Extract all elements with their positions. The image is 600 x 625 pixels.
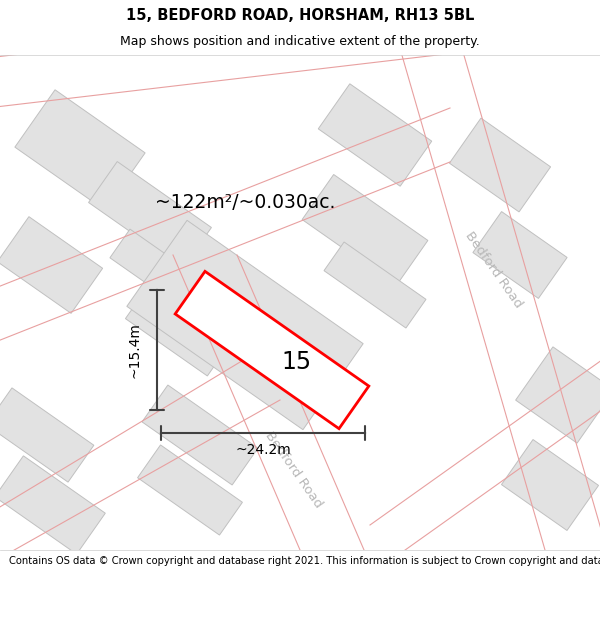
Polygon shape — [449, 118, 551, 212]
Text: Bedford Road: Bedford Road — [463, 229, 525, 311]
Polygon shape — [356, 344, 600, 571]
Polygon shape — [0, 354, 273, 571]
Polygon shape — [89, 161, 211, 269]
Text: Map shows position and indicative extent of the property.: Map shows position and indicative extent… — [120, 35, 480, 48]
Polygon shape — [318, 84, 432, 186]
Polygon shape — [324, 242, 426, 328]
Polygon shape — [125, 294, 224, 376]
Polygon shape — [0, 0, 483, 112]
Polygon shape — [110, 229, 220, 321]
Text: Contains OS data © Crown copyright and database right 2021. This information is : Contains OS data © Crown copyright and d… — [9, 556, 600, 566]
Text: 15, BEDFORD ROAD, HORSHAM, RH13 5BL: 15, BEDFORD ROAD, HORSHAM, RH13 5BL — [126, 8, 474, 23]
Polygon shape — [302, 174, 428, 286]
Polygon shape — [397, 36, 600, 559]
Polygon shape — [175, 271, 369, 429]
Text: ~15.4m: ~15.4m — [128, 322, 142, 378]
Text: ~122m²/~0.030ac.: ~122m²/~0.030ac. — [155, 194, 335, 213]
Polygon shape — [515, 347, 600, 443]
Text: 15: 15 — [282, 350, 312, 374]
Polygon shape — [502, 439, 599, 531]
Polygon shape — [142, 385, 258, 485]
Polygon shape — [0, 109, 460, 351]
Text: ~24.2m: ~24.2m — [235, 443, 291, 457]
Polygon shape — [473, 212, 567, 298]
Polygon shape — [0, 388, 94, 482]
Polygon shape — [137, 445, 242, 535]
Polygon shape — [0, 456, 105, 554]
Polygon shape — [0, 217, 103, 313]
Polygon shape — [15, 90, 145, 210]
Text: Bedford Road: Bedford Road — [263, 429, 325, 511]
Polygon shape — [127, 221, 363, 429]
Polygon shape — [175, 242, 390, 625]
